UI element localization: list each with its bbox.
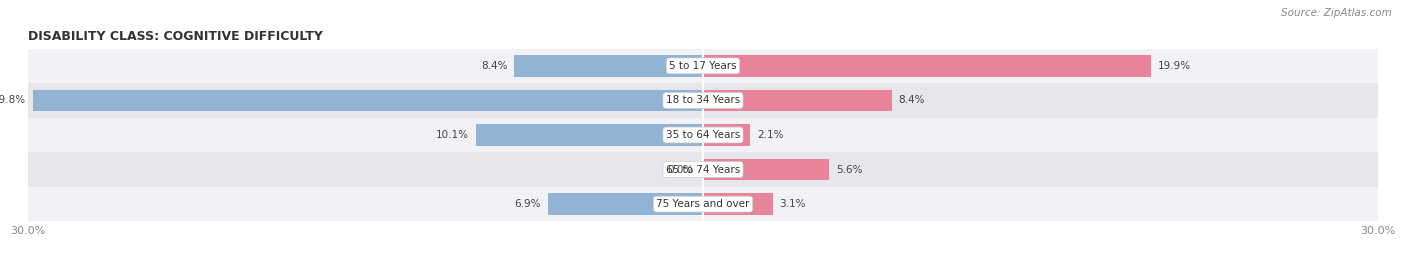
Bar bbox=[28, 187, 1378, 221]
Bar bbox=[703, 193, 773, 215]
Text: 75 Years and over: 75 Years and over bbox=[657, 199, 749, 209]
Bar bbox=[703, 55, 1150, 77]
Text: 8.4%: 8.4% bbox=[481, 61, 508, 71]
Text: 8.4%: 8.4% bbox=[898, 95, 925, 106]
Text: 10.1%: 10.1% bbox=[436, 130, 470, 140]
Bar bbox=[28, 118, 1378, 152]
Text: 35 to 64 Years: 35 to 64 Years bbox=[666, 130, 740, 140]
Bar bbox=[475, 124, 703, 146]
Text: DISABILITY CLASS: COGNITIVE DIFFICULTY: DISABILITY CLASS: COGNITIVE DIFFICULTY bbox=[28, 30, 323, 43]
Bar bbox=[32, 90, 703, 111]
Text: 2.1%: 2.1% bbox=[756, 130, 783, 140]
Bar bbox=[28, 152, 1378, 187]
Bar bbox=[28, 83, 1378, 118]
Text: 6.9%: 6.9% bbox=[515, 199, 541, 209]
Text: Source: ZipAtlas.com: Source: ZipAtlas.com bbox=[1281, 8, 1392, 18]
Text: 19.9%: 19.9% bbox=[1157, 61, 1191, 71]
Bar bbox=[515, 55, 703, 77]
Text: 5.6%: 5.6% bbox=[835, 164, 862, 175]
Bar bbox=[703, 124, 751, 146]
Bar bbox=[548, 193, 703, 215]
Text: 5 to 17 Years: 5 to 17 Years bbox=[669, 61, 737, 71]
Bar bbox=[28, 49, 1378, 83]
Text: 18 to 34 Years: 18 to 34 Years bbox=[666, 95, 740, 106]
Text: 3.1%: 3.1% bbox=[779, 199, 806, 209]
Text: 29.8%: 29.8% bbox=[0, 95, 25, 106]
Bar bbox=[703, 90, 891, 111]
Bar bbox=[703, 159, 830, 180]
Text: 65 to 74 Years: 65 to 74 Years bbox=[666, 164, 740, 175]
Text: 0.0%: 0.0% bbox=[668, 164, 695, 175]
